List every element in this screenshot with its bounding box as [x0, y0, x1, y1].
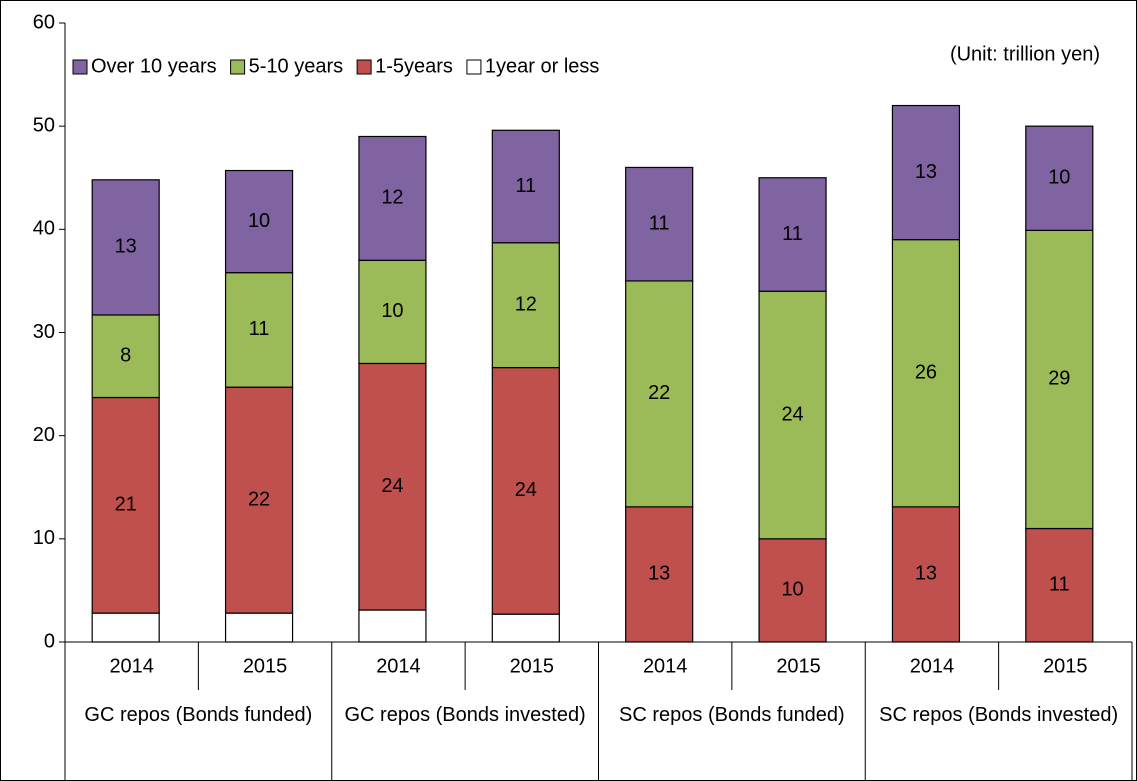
legend-swatch [230, 59, 246, 75]
value-label: 22 [648, 382, 670, 404]
legend-label: 5-10 years [249, 55, 344, 77]
x-tick-label: 2015 [510, 655, 555, 677]
y-tick-label: 20 [33, 424, 55, 446]
value-label: 11 [1049, 574, 1070, 596]
bar-segment [1025, 125, 1094, 231]
bar-segment [891, 506, 961, 643]
bar-segment [224, 612, 294, 643]
x-tick-label: 2014 [643, 655, 688, 677]
value-label: 11 [782, 223, 803, 245]
bar-segment [491, 366, 560, 615]
unit-annotation: (Unit: trillion yen) [950, 43, 1100, 65]
x-tick-label: 2014 [109, 655, 154, 677]
bar-segment [91, 314, 160, 399]
bar-segment [224, 386, 294, 614]
bar-segment [91, 396, 160, 614]
bar-segment [625, 166, 694, 282]
value-label: 13 [915, 161, 937, 183]
bar-segment [758, 177, 827, 292]
legend-label: 1year or less [485, 55, 600, 77]
legend-swatch [356, 59, 372, 75]
bar-segment [1025, 527, 1094, 643]
bar-segment [358, 609, 427, 643]
bar-segment [91, 179, 160, 316]
bar-segment [1025, 229, 1094, 530]
bar-segment [625, 506, 694, 643]
legend-label: Over 10 years [91, 55, 217, 77]
bar-segment [891, 104, 961, 241]
value-label: 11 [515, 175, 536, 197]
value-label: 11 [249, 318, 270, 340]
y-tick-label: 40 [33, 218, 55, 240]
value-label: 24 [781, 403, 803, 425]
group-label: GC repos (Bonds funded) [84, 704, 313, 726]
value-label: 29 [1048, 368, 1070, 390]
legend-swatch [72, 59, 88, 75]
bar-segment [758, 538, 827, 643]
value-label: 26 [915, 362, 937, 384]
value-label: 24 [381, 475, 403, 497]
value-label: 22 [248, 488, 270, 510]
y-tick-label: 60 [33, 11, 55, 33]
value-label: 10 [381, 300, 403, 322]
x-tick-label: 2014 [376, 655, 421, 677]
y-tick-label: 50 [33, 114, 55, 136]
legend-label: 1-5years [375, 55, 453, 77]
bar-segment [224, 169, 294, 274]
value-label: 8 [120, 345, 131, 367]
bar-segment [491, 613, 560, 643]
group-label: SC repos (Bonds invested) [879, 704, 1119, 726]
legend-swatch [466, 59, 482, 75]
bar-segment [358, 135, 427, 261]
value-label: 10 [248, 210, 270, 232]
value-label: 13 [115, 236, 137, 258]
value-label: 12 [515, 293, 537, 315]
value-label: 11 [649, 212, 670, 234]
value-label: 10 [1048, 167, 1070, 189]
x-tick-label: 2014 [910, 655, 955, 677]
bar-segment [224, 272, 294, 388]
x-tick-label: 2015 [1043, 655, 1088, 677]
group-label: SC repos (Bonds funded) [619, 704, 845, 726]
bar-segment [491, 129, 560, 244]
group-label: GC repos (Bonds invested) [344, 704, 586, 726]
value-label: 10 [781, 579, 803, 601]
bar-segment [91, 612, 160, 643]
y-tick-label: 0 [44, 630, 55, 652]
value-label: 12 [381, 187, 403, 209]
value-label: 13 [648, 563, 670, 585]
value-label: 24 [515, 479, 537, 501]
bar-segment [625, 280, 694, 508]
x-tick-label: 2015 [243, 655, 288, 677]
value-label: 21 [115, 494, 137, 516]
bar-segment [758, 290, 827, 540]
y-tick-label: 30 [33, 321, 55, 343]
value-label: 13 [915, 563, 937, 585]
y-tick-label: 10 [33, 527, 55, 549]
bar-segment [358, 259, 427, 365]
x-tick-label: 2015 [776, 655, 821, 677]
